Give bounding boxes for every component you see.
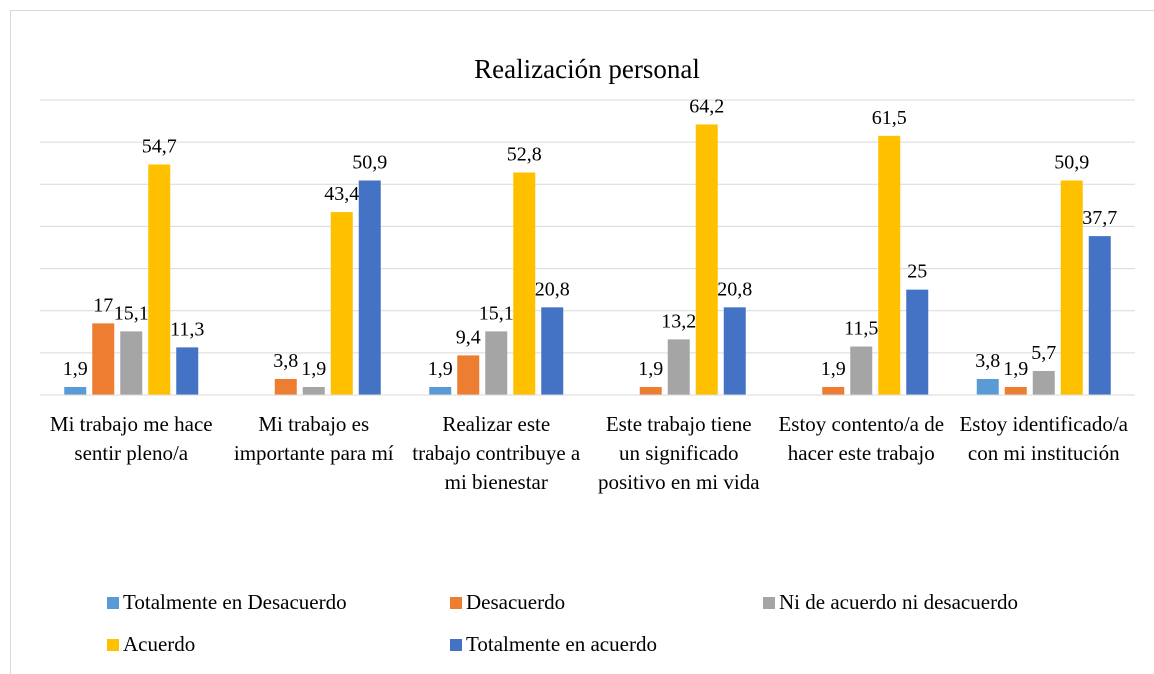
data-label: 1,9: [1003, 358, 1028, 380]
data-label: 20,8: [535, 278, 570, 300]
bar: [1032, 370, 1055, 395]
bar: [906, 289, 929, 395]
bar: [850, 346, 873, 395]
data-label: 37,7: [1082, 207, 1117, 229]
legend-entry: Ni de acuerdo ni desacuerdo: [763, 590, 1018, 615]
bar: [485, 331, 508, 395]
data-label: 52,8: [507, 143, 542, 165]
data-label: 1,9: [301, 358, 326, 380]
x-tick-label: Este trabajo tiene un significado positi…: [597, 412, 760, 494]
chart-border: [10, 10, 1154, 674]
bar: [723, 307, 746, 395]
chart-title: Realización personal: [474, 54, 700, 84]
bar: [92, 323, 115, 395]
data-label: 54,7: [142, 135, 177, 157]
data-label: 1,9: [63, 358, 88, 380]
legend-label: Ni de acuerdo ni desacuerdo: [779, 590, 1019, 614]
legend-label: Totalmente en Desacuerdo: [123, 590, 347, 614]
legend-entry: Desacuerdo: [450, 590, 565, 615]
data-label: 11,3: [170, 318, 204, 340]
data-label: 43,4: [324, 183, 359, 205]
data-label: 17: [93, 294, 113, 316]
x-tick-label: Realizar este trabajo contribuye a mi bi…: [412, 412, 581, 494]
bar: [302, 386, 325, 395]
bar: [695, 124, 718, 395]
bar: [176, 347, 199, 395]
data-label: 25: [907, 261, 927, 283]
legend-swatch: [450, 596, 462, 609]
bar: [120, 331, 143, 395]
legend-label: Totalmente en acuerdo: [466, 632, 657, 656]
bar: [1004, 386, 1027, 395]
data-label: 15,1: [114, 302, 149, 324]
bar: [429, 386, 452, 395]
bar: [64, 386, 87, 395]
x-tick-label: Estoy identificado/a con mi institución: [959, 412, 1129, 465]
data-label: 3,8: [273, 350, 298, 372]
legend-entry: Totalmente en acuerdo: [450, 632, 657, 657]
data-label: 50,9: [1054, 151, 1089, 173]
bar: [976, 378, 999, 395]
bar: [667, 339, 690, 395]
data-label: 13,2: [661, 310, 696, 332]
bar: [822, 386, 845, 395]
legend-swatch: [107, 638, 119, 651]
data-label: 61,5: [872, 107, 907, 129]
data-label: 3,8: [975, 350, 1000, 372]
bar: [274, 378, 297, 395]
bar: [878, 135, 901, 396]
bar: [457, 355, 480, 395]
legend-swatch: [107, 596, 119, 609]
data-label: 1,9: [638, 358, 663, 380]
bar: [1060, 180, 1083, 395]
legend-entry: Totalmente en Desacuerdo: [107, 590, 347, 615]
legend-swatch: [763, 596, 775, 609]
legend-entry: Acuerdo: [107, 632, 195, 657]
bar: [330, 212, 353, 395]
data-label: 50,9: [352, 151, 387, 173]
x-tick-label: Estoy contento/a de hacer este trabajo: [778, 412, 945, 465]
bar: [148, 164, 171, 395]
legend-label: Desacuerdo: [466, 590, 566, 614]
bar: [541, 307, 564, 395]
data-label: 1,9: [428, 358, 453, 380]
bar: [1088, 236, 1111, 395]
legend-swatch: [450, 638, 462, 651]
data-label: 9,4: [456, 326, 481, 348]
data-label: 11,5: [844, 318, 878, 340]
data-label: 20,8: [717, 278, 752, 300]
x-tick-label: Mi trabajo es importante para mí: [233, 412, 394, 465]
data-label: 64,2: [689, 95, 724, 117]
data-label: 5,7: [1031, 342, 1056, 364]
legend-label: Acuerdo: [123, 632, 196, 656]
x-tick-label: Mi trabajo me hace sentir pleno/a: [49, 412, 213, 465]
data-label: 1,9: [821, 358, 846, 380]
bar: [358, 180, 381, 395]
bar: [639, 386, 662, 395]
data-label: 15,1: [479, 302, 514, 324]
bar: [513, 172, 536, 395]
